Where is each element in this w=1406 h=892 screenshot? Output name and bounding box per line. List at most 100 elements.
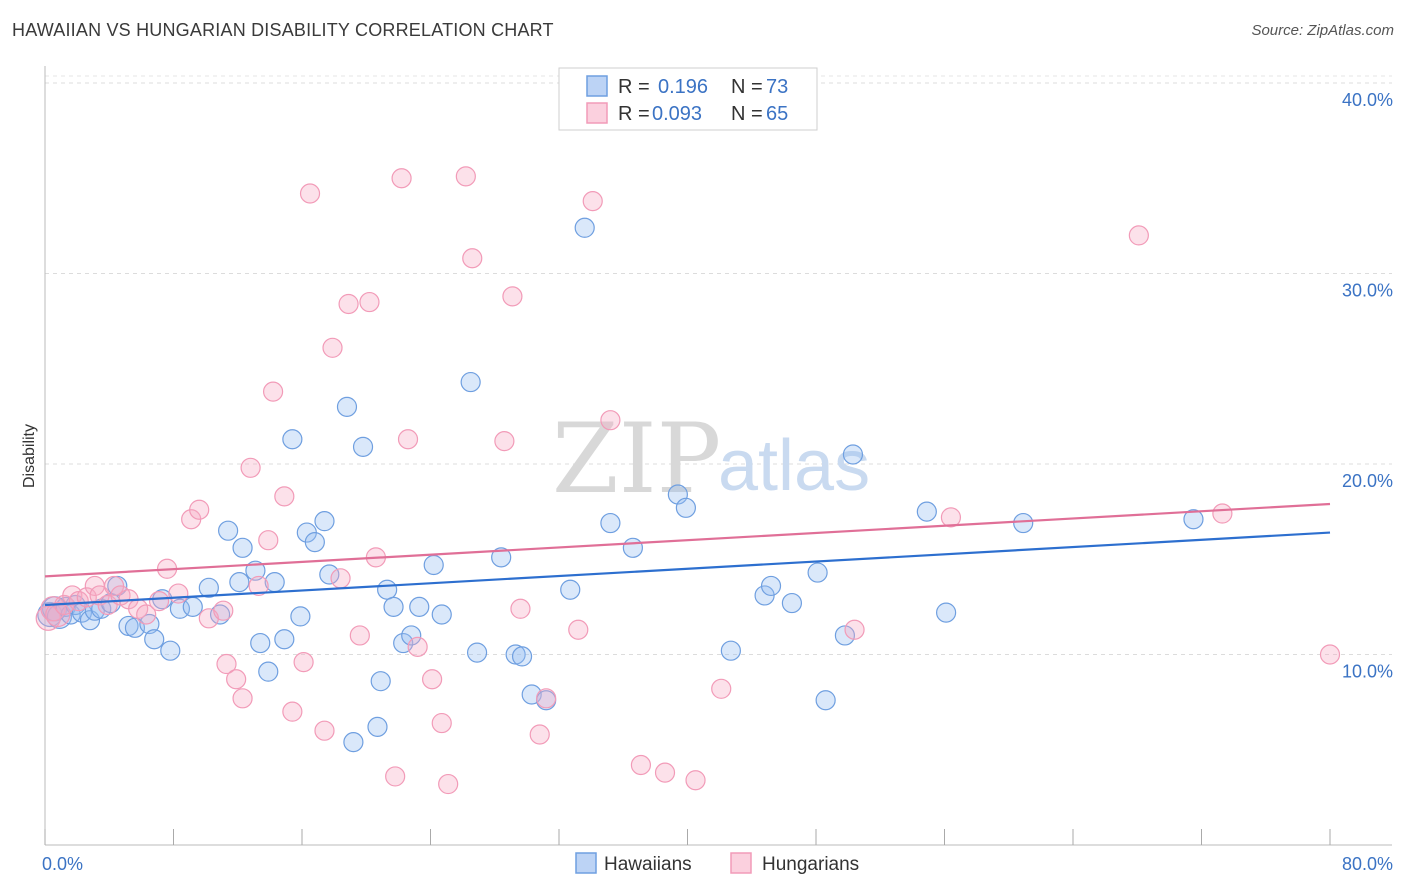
- data-point-hungarians: [422, 669, 443, 690]
- series-legend-swatch-hawaiians: [575, 852, 597, 874]
- data-point-hungarians: [226, 669, 247, 690]
- data-point-hawaiians: [675, 497, 696, 518]
- data-point-hawaiians: [258, 661, 279, 682]
- data-point-hawaiians: [401, 625, 422, 646]
- data-point-hungarians: [1212, 503, 1233, 524]
- data-point-hungarians: [258, 530, 279, 551]
- watermark-atlas: atlas: [718, 426, 870, 506]
- data-point-hawaiians: [511, 646, 533, 667]
- data-point-hawaiians: [282, 429, 303, 450]
- watermark: ZIP atlas: [552, 403, 870, 515]
- data-point-hungarians: [630, 754, 652, 776]
- data-point-hungarians: [391, 168, 412, 189]
- data-point-hungarians: [462, 248, 483, 269]
- data-point-hungarians: [940, 507, 962, 528]
- data-point-hawaiians: [916, 501, 937, 522]
- data-point-hungarians: [502, 286, 523, 307]
- data-point-hawaiians: [198, 577, 219, 598]
- data-point-hawaiians: [250, 632, 271, 654]
- data-point-hawaiians: [218, 520, 239, 541]
- data-point-hungarians: [431, 712, 452, 734]
- legend-swatch-hungarians: [586, 102, 608, 124]
- axes: [44, 66, 1392, 846]
- data-point-hawaiians: [245, 560, 266, 581]
- data-point-hungarians: [582, 191, 603, 212]
- data-point-hungarians: [438, 773, 459, 795]
- series-legend-swatch-hungarians: [730, 852, 752, 874]
- y-axis-label: Disability: [21, 424, 38, 488]
- data-point-hungarians: [385, 766, 406, 787]
- y-tick-labels: 10.0% 20.0% 30.0% 40.0%: [1342, 90, 1393, 682]
- data-point-hawaiians: [383, 596, 404, 617]
- data-point-hawaiians: [431, 604, 452, 625]
- data-point-hawaiians: [169, 598, 191, 619]
- data-point-hawaiians: [815, 690, 836, 711]
- data-point-hungarians: [397, 429, 419, 450]
- data-point-hungarians: [536, 688, 557, 709]
- data-point-hungarians: [685, 770, 706, 791]
- source-label: Source: ZipAtlas.com: [1251, 22, 1394, 39]
- data-point-hungarians: [45, 601, 71, 628]
- data-point-hawaiians: [560, 579, 581, 600]
- data-point-hawaiians: [319, 564, 340, 585]
- series-legend-label-hungarians: Hungarians: [762, 854, 859, 875]
- data-point-hawaiians: [160, 640, 181, 661]
- data-point-hawaiians: [1013, 512, 1034, 534]
- data-point-hungarians: [529, 724, 550, 745]
- data-point-hungarians: [168, 583, 189, 604]
- data-point-hungarians: [330, 568, 351, 589]
- data-point-hawaiians: [352, 436, 374, 457]
- data-point-hungarians: [338, 293, 359, 315]
- data-point-hungarians: [600, 410, 621, 431]
- data-point-hawaiians: [466, 642, 488, 663]
- data-point-hungarians: [293, 652, 314, 673]
- legend-n-value-0: 73: [766, 76, 788, 98]
- data-point-hungarians: [510, 598, 531, 619]
- data-point-hawaiians: [274, 629, 295, 650]
- data-point-hungarians: [213, 600, 234, 621]
- data-point-hawaiians: [144, 629, 165, 650]
- data-point-hawaiians: [182, 596, 203, 617]
- trend-line-hawaiians: [44, 531, 1331, 607]
- y-tick-label: 10.0%: [1342, 662, 1393, 682]
- data-point-hungarians: [654, 762, 676, 783]
- data-point-hawaiians: [409, 596, 430, 617]
- trend-line-hungarians: [44, 502, 1331, 578]
- data-point-hungarians: [282, 701, 303, 722]
- data-point-hungarians: [455, 166, 476, 187]
- y-tick-label: 30.0%: [1342, 281, 1393, 301]
- data-point-hawaiians: [314, 511, 335, 532]
- series-hungarians: [35, 166, 1341, 795]
- data-point-hawaiians: [842, 444, 864, 465]
- data-point-hawaiians: [807, 562, 828, 583]
- legend-r-label-1: R =: [618, 103, 650, 125]
- data-point-hawaiians: [232, 537, 253, 558]
- data-point-hawaiians: [209, 604, 231, 625]
- data-point-hawaiians: [622, 537, 643, 558]
- data-point-hawaiians: [423, 554, 444, 576]
- x-tick-label: 0.0%: [42, 854, 83, 874]
- data-point-hawaiians: [290, 606, 311, 627]
- data-point-hungarians: [1128, 225, 1149, 246]
- data-point-hawaiians: [343, 732, 364, 753]
- trend-lines: [44, 502, 1331, 607]
- data-point-hungarians: [232, 688, 253, 709]
- data-point-hawaiians: [834, 625, 856, 646]
- legend-n-value-1: 65: [766, 103, 788, 125]
- legend-n-label-0: N =: [731, 76, 763, 98]
- y-tick-label: 20.0%: [1342, 471, 1393, 491]
- data-point-hawaiians: [336, 396, 358, 417]
- data-point-hungarians: [248, 575, 269, 597]
- watermark-zip: ZIP: [552, 403, 721, 515]
- series-legend-label-hawaiians: Hawaiians: [604, 854, 692, 875]
- data-point-hawaiians: [760, 575, 782, 597]
- data-point-hawaiians: [936, 602, 957, 623]
- x-tick-label: 80.0%: [1342, 854, 1393, 874]
- data-point-hungarians: [148, 591, 170, 612]
- data-point-hawaiians: [491, 547, 512, 568]
- data-point-hawaiians: [367, 716, 388, 737]
- data-point-hungarians: [216, 653, 237, 675]
- data-point-hungarians: [240, 457, 261, 478]
- data-point-hawaiians: [370, 671, 391, 692]
